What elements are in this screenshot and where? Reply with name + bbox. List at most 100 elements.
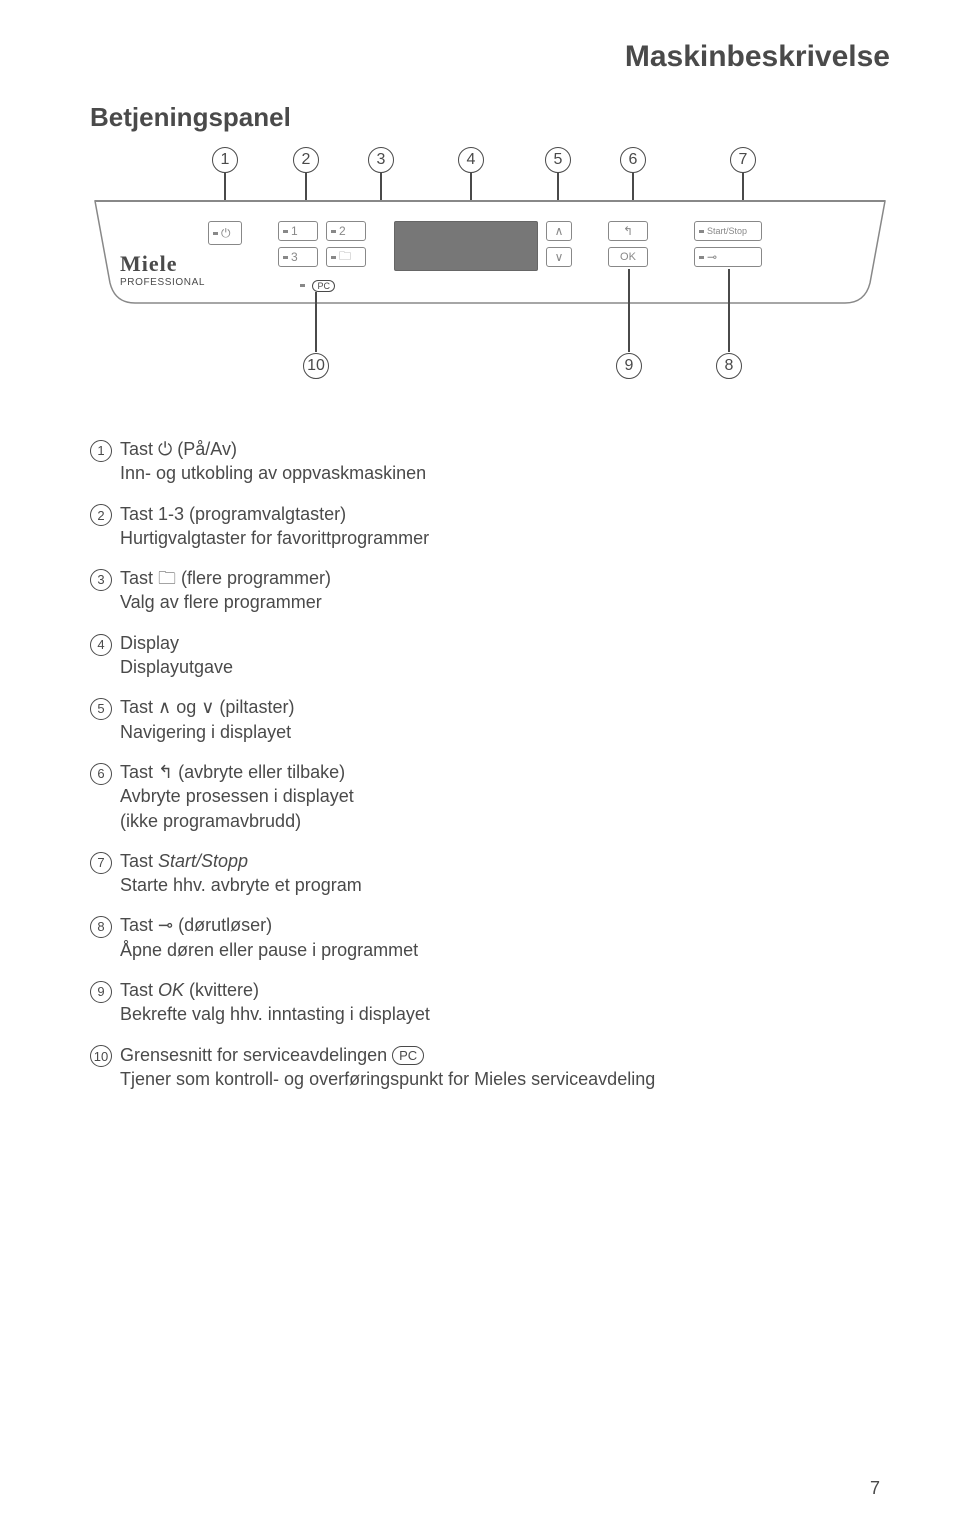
more-programs-button: 🗀 bbox=[326, 247, 366, 267]
up-arrow-button: ∧ bbox=[546, 221, 572, 241]
item-desc: Tjener som kontroll- og overføringspunkt… bbox=[120, 1067, 890, 1091]
miele-logo: Miele PROFESSIONAL bbox=[120, 251, 205, 288]
item-number: 6 bbox=[90, 763, 112, 785]
callout-5: 5 bbox=[545, 147, 571, 173]
legend-item-4: 4 Display Displayutgave bbox=[90, 631, 890, 680]
legend-item-9: 9 Tast OK (kvittere) Bekrefte valg hhv. … bbox=[90, 978, 890, 1027]
power-icon: ⏻ bbox=[221, 226, 231, 241]
page-number: 7 bbox=[870, 1478, 880, 1499]
item-text: Tast bbox=[120, 851, 158, 871]
item-desc: Avbryte prosessen i displayet bbox=[120, 784, 890, 808]
back-icon: ↰ bbox=[623, 224, 633, 238]
callout-1: 1 bbox=[212, 147, 238, 173]
pc-badge: PC bbox=[392, 1046, 424, 1066]
page-header-title: Maskinbeskrivelse bbox=[90, 40, 890, 74]
item-number: 2 bbox=[90, 504, 112, 526]
down-arrow-icon: ∨ bbox=[555, 250, 564, 264]
pc-interface-badge: PC bbox=[300, 277, 335, 295]
item-desc: (ikke programavbrudd) bbox=[120, 809, 890, 833]
item-text: og bbox=[171, 697, 201, 717]
callout-10: 10 bbox=[303, 353, 329, 379]
item-text: (flere programmer) bbox=[176, 568, 331, 588]
legend-item-3: 3 Tast 🗀 (flere programmer) Valg av fler… bbox=[90, 566, 890, 615]
folder-icon: 🗀 bbox=[158, 568, 176, 588]
program-1-button: 1 bbox=[278, 221, 318, 241]
program-3-button: 3 bbox=[278, 247, 318, 267]
ok-label: OK bbox=[620, 251, 636, 263]
up-arrow-icon: ∧ bbox=[158, 697, 171, 717]
subheading: Betjeningspanel bbox=[90, 102, 890, 133]
item-text: (dørutløser) bbox=[173, 915, 272, 935]
callout-6: 6 bbox=[620, 147, 646, 173]
item-text-italic: Start/Stopp bbox=[158, 851, 248, 871]
control-panel-diagram: 1 2 3 4 5 6 7 Miele PROFESSIONAL ⏻ bbox=[90, 147, 890, 407]
item-text: Tast bbox=[120, 980, 158, 1000]
pc-label: PC bbox=[312, 280, 335, 292]
item-text: (piltaster) bbox=[214, 697, 294, 717]
item-number: 10 bbox=[90, 1045, 112, 1067]
up-arrow-icon: ∧ bbox=[555, 224, 564, 238]
ok-button: OK bbox=[608, 247, 648, 267]
program-2-button: 2 bbox=[326, 221, 366, 241]
back-icon: ↰ bbox=[158, 762, 173, 782]
start-stop-label: Start/Stop bbox=[707, 226, 747, 236]
legend-list: 1 Tast ⏻ (På/Av) Inn- og utkobling av op… bbox=[90, 437, 890, 1091]
program-1-label: 1 bbox=[291, 224, 298, 238]
down-arrow-icon: ∨ bbox=[201, 697, 214, 717]
item-text: Grensesnitt for serviceavdelingen bbox=[120, 1045, 392, 1065]
item-desc: Hurtigvalgtaster for favorittprogrammer bbox=[120, 526, 890, 550]
item-text: Tast 1-3 (programvalgtaster) bbox=[120, 502, 890, 526]
item-desc: Displayutgave bbox=[120, 655, 890, 679]
item-number: 8 bbox=[90, 916, 112, 938]
power-button: ⏻ bbox=[208, 221, 242, 245]
logo-text: Miele bbox=[120, 251, 205, 277]
item-desc: Navigering i displayet bbox=[120, 720, 890, 744]
back-button: ↰ bbox=[608, 221, 648, 241]
item-text: Tast bbox=[120, 568, 158, 588]
legend-item-7: 7 Tast Start/Stopp Starte hhv. avbryte e… bbox=[90, 849, 890, 898]
callout-7: 7 bbox=[730, 147, 756, 173]
item-text: Tast bbox=[120, 762, 158, 782]
callout-2: 2 bbox=[293, 147, 319, 173]
item-number: 7 bbox=[90, 852, 112, 874]
item-text: Tast bbox=[120, 915, 158, 935]
callout-8: 8 bbox=[716, 353, 742, 379]
callout-3: 3 bbox=[368, 147, 394, 173]
item-number: 3 bbox=[90, 569, 112, 591]
item-number: 9 bbox=[90, 981, 112, 1003]
item-text: Display bbox=[120, 631, 890, 655]
item-text: (kvittere) bbox=[184, 980, 259, 1000]
program-2-label: 2 bbox=[339, 224, 346, 238]
item-number: 1 bbox=[90, 440, 112, 462]
legend-item-10: 10 Grensesnitt for serviceavdelingen PC … bbox=[90, 1043, 890, 1092]
door-release-button: ⊸ bbox=[694, 247, 762, 267]
display-screen bbox=[394, 221, 538, 271]
item-desc: Starte hhv. avbryte et program bbox=[120, 873, 890, 897]
item-text: Tast bbox=[120, 697, 158, 717]
key-icon: ⊸ bbox=[707, 250, 717, 264]
legend-item-8: 8 Tast ⊸ (dørutløser) Åpne døren eller p… bbox=[90, 913, 890, 962]
item-text: (avbryte eller tilbake) bbox=[173, 762, 345, 782]
item-number: 5 bbox=[90, 698, 112, 720]
legend-item-6: 6 Tast ↰ (avbryte eller tilbake) Avbryte… bbox=[90, 760, 890, 833]
key-icon: ⊸ bbox=[158, 915, 173, 935]
start-stop-button: Start/Stop bbox=[694, 221, 762, 241]
item-text: Tast bbox=[120, 439, 158, 459]
power-icon: ⏻ bbox=[158, 439, 172, 459]
item-desc: Inn- og utkobling av oppvaskmaskinen bbox=[120, 461, 890, 485]
legend-item-1: 1 Tast ⏻ (På/Av) Inn- og utkobling av op… bbox=[90, 437, 890, 486]
item-desc: Åpne døren eller pause i programmet bbox=[120, 938, 890, 962]
program-3-label: 3 bbox=[291, 250, 298, 264]
item-desc: Valg av flere programmer bbox=[120, 590, 890, 614]
callout-9: 9 bbox=[616, 353, 642, 379]
down-arrow-button: ∨ bbox=[546, 247, 572, 267]
logo-subtext: PROFESSIONAL bbox=[120, 277, 205, 288]
legend-item-2: 2 Tast 1-3 (programvalgtaster) Hurtigval… bbox=[90, 502, 890, 551]
folder-icon: 🗀 bbox=[339, 247, 351, 268]
item-desc: Bekrefte valg hhv. inntasting i displaye… bbox=[120, 1002, 890, 1026]
item-text: (På/Av) bbox=[172, 439, 237, 459]
item-number: 4 bbox=[90, 634, 112, 656]
callout-4: 4 bbox=[458, 147, 484, 173]
item-text-italic: OK bbox=[158, 980, 184, 1000]
legend-item-5: 5 Tast ∧ og ∨ (piltaster) Navigering i d… bbox=[90, 695, 890, 744]
